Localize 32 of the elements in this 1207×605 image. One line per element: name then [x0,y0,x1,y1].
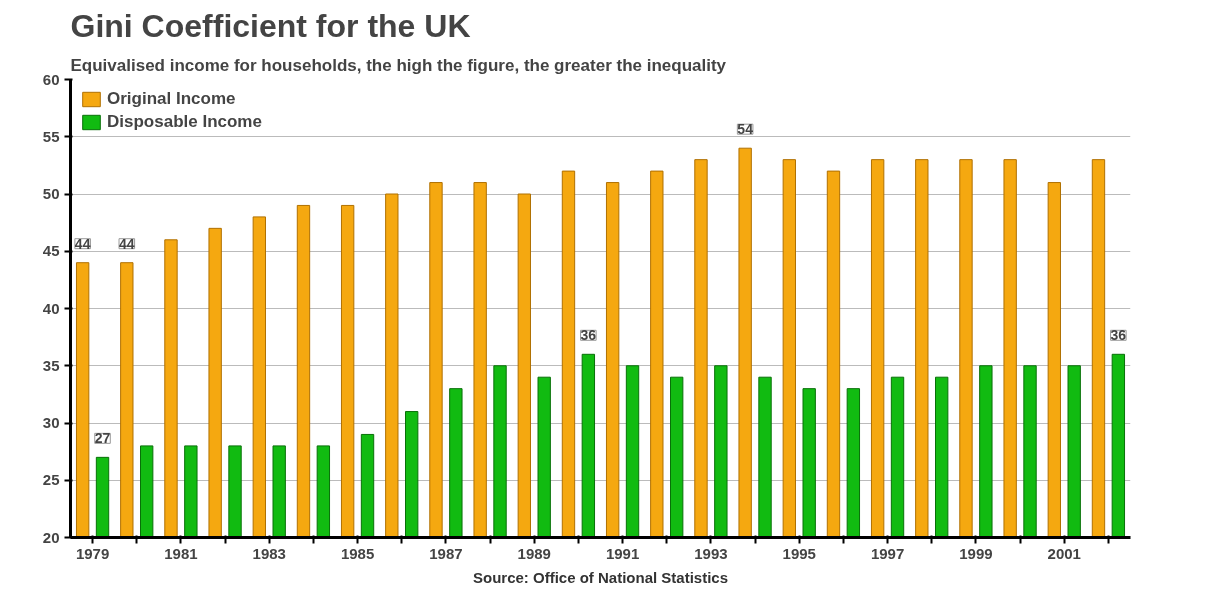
data-label: 44 [119,235,135,252]
data-label: 36 [580,327,597,344]
data-label: 54 [737,121,754,138]
x-tick-label: 1997 [870,544,905,562]
legend-label: Original Income [107,89,236,109]
x-tick-label: 1991 [605,544,640,562]
source-note: Source: Office of National Statistics [472,568,729,586]
x-tick-label: 1989 [517,544,551,562]
chart-title: Gini Coefficient for the UK [70,7,471,44]
y-tick-label: 60 [42,70,60,88]
x-tick-label: 1979 [75,544,110,562]
y-tick-label: 40 [42,299,60,317]
y-tick-label: 35 [42,356,60,374]
x-tick-label: 1987 [429,544,463,562]
x-tick-label: 1995 [782,544,816,562]
data-label: 44 [74,235,91,252]
x-tick-label: 1993 [694,544,728,562]
x-tick-label: 1983 [252,544,286,562]
x-tick-label: 1985 [340,544,375,562]
legend-label: Disposable Income [107,112,262,132]
chart-subtitle: Equivalised income for households, the high the figure, the greater the inequality [70,55,727,75]
y-tick-label: 20 [42,528,60,546]
x-tick-label: 2001 [1047,544,1081,562]
y-tick-label: 55 [42,127,60,145]
y-tick-label: 30 [42,414,60,431]
x-tick-label: 1981 [164,544,198,562]
y-tick-label: 25 [42,471,60,489]
data-label: 36 [1110,327,1127,344]
x-tick-label: 1999 [959,544,993,562]
y-tick-label: 50 [42,185,60,202]
y-tick-label: 45 [42,242,60,260]
data-label: 27 [94,430,111,447]
